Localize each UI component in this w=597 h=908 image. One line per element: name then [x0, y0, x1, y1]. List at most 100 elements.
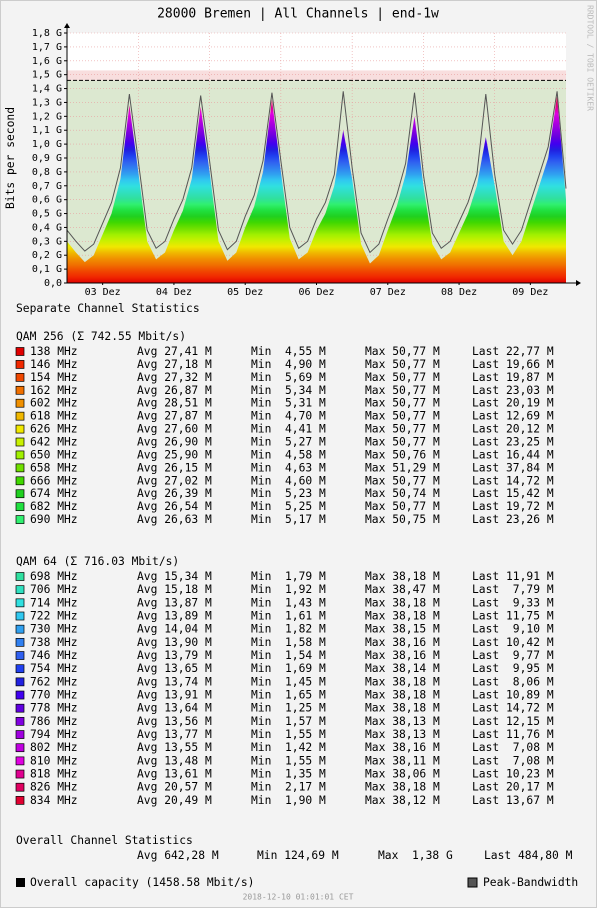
channel-stat: 826 MHz	[30, 781, 78, 794]
channel-stat: 138 MHz	[30, 345, 78, 358]
overall-stat: Last 484,80 M	[484, 849, 573, 862]
x-tick-label: 07 Dez	[370, 287, 406, 298]
channel-stat: 650 MHz	[30, 448, 78, 461]
channel-stat: Min 4,55 M	[251, 345, 326, 358]
channel-stat: Min 4,70 M	[251, 410, 326, 423]
channel-stat: Last 7,08 M	[472, 754, 554, 767]
overall-stat: Max 1,38 G	[378, 849, 453, 862]
channel-stat: Min 5,69 M	[251, 371, 326, 384]
channel-swatch	[15, 502, 25, 512]
channel-stat: Last 7,08 M	[472, 741, 554, 754]
channel-stat: 642 MHz	[30, 436, 78, 449]
channel-stat: Max 38,13 M	[365, 715, 440, 728]
channel-stat: Max 50,77 M	[365, 358, 440, 371]
side-credit: RRDTOOL / TOBI OETIKER	[586, 5, 595, 111]
channel-swatch	[15, 360, 25, 369]
channel-stat: 626 MHz	[30, 423, 78, 436]
channel-swatch	[15, 515, 25, 524]
channel-stat: Last 20,17 M	[472, 781, 554, 794]
channel-stat: Avg 26,39 M	[137, 487, 212, 500]
channel-stat: Max 50,77 M	[365, 384, 440, 397]
channel-swatch	[15, 424, 25, 434]
channel-stat: Min 1,90 M	[251, 794, 326, 807]
channel-stat: Min 5,17 M	[251, 513, 326, 526]
y-axis-arrow	[64, 23, 70, 28]
channel-swatch	[15, 450, 25, 460]
channel-stat: Last 10,42 M	[472, 636, 554, 649]
channel-swatch	[15, 651, 25, 660]
channel-stat: Last 9,95 M	[472, 662, 554, 675]
channel-swatch	[15, 782, 25, 792]
channel-stat: Max 38,18 M	[365, 702, 440, 715]
channel-stat: Last 23,26 M	[472, 513, 554, 526]
channel-stat: 802 MHz	[30, 741, 78, 754]
channel-stat: Min 1,54 M	[251, 649, 326, 662]
channel-stat: Last 16,44 M	[472, 448, 554, 461]
y-tick-label: 1,1 G	[32, 125, 62, 136]
channel-stat: Min 5,27 M	[251, 436, 326, 449]
channel-stat: Max 50,77 M	[365, 345, 440, 358]
channel-swatch	[15, 463, 25, 473]
stacked-area	[67, 95, 566, 283]
channel-stat: Avg 13,90 M	[137, 636, 212, 649]
channel-stat: Last 19,87 M	[472, 371, 554, 384]
channel-stat: Max 38,18 M	[365, 689, 440, 702]
channel-stat: Last 10,89 M	[472, 689, 554, 702]
channel-swatch	[15, 385, 25, 395]
channel-stat: Max 50,77 M	[365, 500, 440, 513]
channel-swatch	[15, 373, 25, 382]
overall-stat: Avg 642,28 M	[137, 849, 219, 862]
channel-stat: Avg 26,90 M	[137, 436, 212, 449]
channel-stat: Last 14,72 M	[472, 474, 554, 487]
y-axis-title: Bits per second	[4, 107, 17, 209]
channel-stat: Max 38,18 M	[365, 570, 440, 583]
channel-stat: Max 50,75 M	[365, 513, 440, 526]
channel-stat: Min 1,35 M	[251, 768, 326, 781]
channel-stat: Max 38,16 M	[365, 636, 440, 649]
channel-stat: Max 51,29 M	[365, 461, 440, 474]
channel-stat: Avg 15,34 M	[137, 570, 212, 583]
channel-stat: Max 38,18 M	[365, 781, 440, 794]
channel-stat: Min 1,79 M	[251, 570, 326, 583]
channel-stat: Avg 13,64 M	[137, 702, 212, 715]
channel-stat: 602 MHz	[30, 397, 78, 410]
channel-stat: Avg 13,89 M	[137, 610, 212, 623]
channel-swatch	[15, 437, 25, 447]
channel-stat: 674 MHz	[30, 487, 78, 500]
channel-swatch	[15, 796, 25, 805]
channel-stat: Avg 13,87 M	[137, 596, 212, 609]
channel-stat: Avg 25,90 M	[137, 448, 212, 461]
channel-stat: Min 5,25 M	[251, 500, 326, 513]
channel-stat: Last 12,69 M	[472, 410, 554, 423]
channel-stat: Avg 27,32 M	[137, 371, 212, 384]
channel-stat: 690 MHz	[30, 513, 78, 526]
channel-stat: Min 1,69 M	[251, 662, 326, 675]
channel-stat: Avg 13,55 M	[137, 741, 212, 754]
channel-stat: Min 5,23 M	[251, 487, 326, 500]
channel-stat: 146 MHz	[30, 358, 78, 371]
channel-stat: Last 20,19 M	[472, 397, 554, 410]
channel-stat: 722 MHz	[30, 610, 78, 623]
overall-stat: Min 124,69 M	[257, 849, 339, 862]
group-title: QAM 256 (Σ 742.55 Mbit/s)	[16, 330, 186, 343]
channel-swatch	[15, 743, 25, 753]
channel-stat: 778 MHz	[30, 702, 78, 715]
channel-stat: Min 1,45 M	[251, 675, 326, 688]
channel-stat: Avg 13,48 M	[137, 754, 212, 767]
channel-stat: Max 38,18 M	[365, 596, 440, 609]
channel-stat: Max 50,76 M	[365, 448, 440, 461]
channel-stat: Min 4,90 M	[251, 358, 326, 371]
channel-stat: 818 MHz	[30, 768, 78, 781]
channel-stat: Max 50,77 M	[365, 397, 440, 410]
channel-stat: Last 9,33 M	[472, 596, 554, 609]
y-tick-label: 0,4 G	[32, 222, 62, 233]
channel-stat: Avg 13,91 M	[137, 689, 212, 702]
channel-stat: 698 MHz	[30, 570, 78, 583]
channel-stat: 754 MHz	[30, 662, 78, 675]
channel-stat: 714 MHz	[30, 596, 78, 609]
channel-stat: Min 4,60 M	[251, 474, 326, 487]
channel-stat: Avg 20,49 M	[137, 794, 212, 807]
x-tick-label: 09 Dez	[512, 287, 548, 298]
channel-stat: Last 13,67 M	[472, 794, 554, 807]
